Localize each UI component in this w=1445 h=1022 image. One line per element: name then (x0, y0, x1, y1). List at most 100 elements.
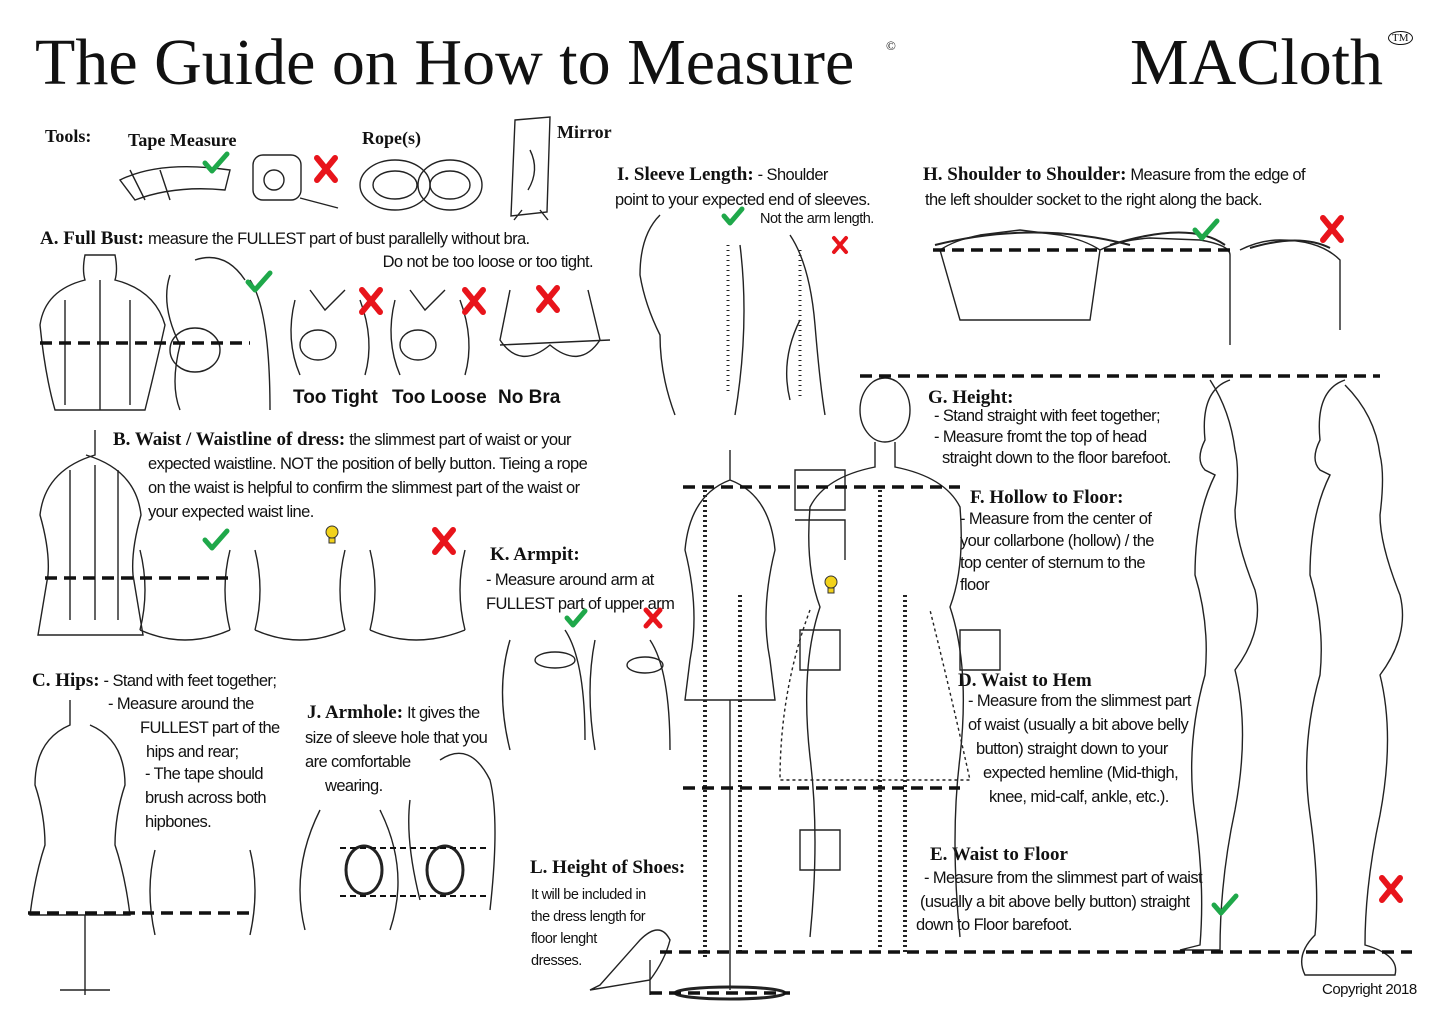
waist-hem-line: expected hemline (Mid-thigh, (983, 764, 1179, 782)
check-icon (245, 270, 273, 293)
text: measure the FULLEST part of bust paralle… (144, 230, 530, 248)
check-icon (202, 151, 230, 174)
too-tight-figure (290, 289, 370, 376)
cross-icon (432, 527, 456, 555)
center-model (779, 377, 971, 955)
waist-hem-line: - Measure from the slimmest part (968, 692, 1191, 710)
lightbulb-icon (325, 525, 339, 544)
cross-icon (536, 285, 560, 313)
sleeve-note: Not the arm length. (760, 211, 874, 227)
line: floor (960, 576, 990, 594)
waist-floor-line: down to Floor barefoot. (916, 916, 1072, 934)
heading: I. Sleeve Length: (617, 164, 754, 185)
waist-floor-line: - Measure from the slimmest part of wais… (924, 869, 1203, 887)
section-armhole: J. Armhole: It gives the (307, 701, 480, 725)
waist-hem-line: knee, mid-calf, ankle, etc.). (989, 788, 1169, 806)
check-icon (202, 528, 230, 551)
section-full-bust: A. Full Bust: measure the FULLEST part o… (40, 227, 530, 251)
brand-logo: MACloth (1130, 26, 1384, 99)
heading: J. Armhole: (307, 702, 404, 723)
line: FULLEST part of upper arm (486, 595, 675, 613)
cross-icon (1320, 215, 1344, 243)
tape-measure-illustration (118, 165, 231, 201)
tool-rope: Rope(s) (362, 128, 421, 148)
shoes-heading: L. Height of Shoes: (530, 857, 686, 878)
full-bust-text: Do not be too loose or too tight. (382, 253, 594, 271)
text: the slimmest part of waist or your (345, 431, 571, 449)
cross-icon (462, 287, 486, 315)
hollow-text: - Measure from the center of your collar… (960, 508, 1154, 596)
height-text: - Stand straight with feet together; - M… (934, 406, 1171, 469)
tool-mirror: Mirror (557, 122, 612, 142)
line: It will be included in (531, 887, 646, 903)
tool-tape-measure: Tape Measure (128, 130, 237, 150)
cross-icon (1379, 875, 1403, 903)
label-no-bra: No Bra (498, 387, 561, 408)
hips-line: hipbones. (145, 813, 212, 831)
armpit-heading: K. Armpit: (490, 544, 580, 565)
shoe-illustration (589, 929, 671, 995)
full-bust-dress-form (39, 254, 166, 411)
full-bust-figure (165, 256, 271, 411)
line: floor lenght (531, 931, 597, 947)
waist-figures (139, 549, 466, 641)
trademark-mark: TM (1388, 31, 1413, 45)
heading: C. Hips: (32, 670, 100, 691)
armpit-text: - Measure around arm at FULLEST part of … (486, 568, 675, 616)
text: - Stand with feet together; (99, 672, 277, 690)
armhole-line: are comfortable (305, 753, 411, 771)
hips-line: hips and rear; (146, 743, 239, 761)
tools-label: Tools: (45, 126, 92, 146)
line: dresses. (531, 953, 582, 969)
sleeve-figures (639, 214, 826, 416)
waist-dress-form (37, 430, 144, 636)
sleeve-text: point to your expected end of sleeves. (615, 191, 871, 209)
height-heading: G. Height: (928, 387, 1014, 408)
text: - Shoulder (753, 166, 829, 184)
line: expected waistline. NOT the position of … (148, 455, 588, 473)
cross-icon (832, 236, 848, 254)
tape-reel-illustration (252, 154, 339, 209)
line: straight down to the floor barefoot. (942, 449, 1171, 467)
cross-icon (643, 607, 663, 629)
label-too-loose: Too Loose (392, 387, 487, 408)
text: It gives the (403, 704, 480, 722)
label-too-tight: Too Tight (293, 387, 378, 408)
check-icon (1192, 218, 1220, 241)
shoes-text: It will be included in the dress length … (531, 884, 646, 972)
heading: A. Full Bust: (40, 228, 144, 249)
side-profile-right (1301, 379, 1404, 976)
line: - Measure from the center of (960, 510, 1152, 528)
line: - Measure around arm at (486, 571, 654, 589)
hips-line: - Measure around the (108, 695, 254, 713)
shoulder-text: the left shoulder socket to the right al… (925, 191, 1263, 209)
waist-floor-heading: E. Waist to Floor (930, 844, 1068, 865)
copyright-mark: © (886, 38, 896, 53)
too-loose-figure (390, 289, 470, 376)
line: - Stand straight with feet together; (934, 407, 1161, 425)
section-waist: B. Waist / Waistline of dress: the slimm… (113, 428, 572, 452)
brick-wall (794, 469, 1001, 871)
armhole-line: wearing. (325, 777, 383, 795)
hips-line: brush across both (145, 789, 267, 807)
side-profile-left (1179, 379, 1259, 951)
heading: B. Waist / Waistline of dress: (113, 429, 346, 450)
hips-line: FULLEST part of the (140, 719, 280, 737)
hips-figure (149, 849, 256, 936)
measurement-lines (28, 248, 1412, 995)
line: your expected waist line. (148, 503, 314, 521)
section-hips: C. Hips: - Stand with feet together; (32, 669, 277, 693)
cross-icon (359, 287, 383, 315)
text: Measure from the edge of (1126, 166, 1305, 184)
check-icon (1211, 893, 1239, 916)
hips-line: - The tape should (145, 765, 264, 783)
line: on the waist is helpful to confirm the s… (148, 479, 580, 497)
cross-icon (314, 155, 338, 183)
line: your collarbone (hollow) / the (960, 532, 1154, 550)
section-sleeve: I. Sleeve Length: - Shoulder (617, 163, 828, 187)
waist-text: expected waistline. NOT the position of … (148, 452, 588, 524)
line: top center of sternum to the (960, 554, 1146, 572)
shoulder-figures (934, 229, 1341, 345)
